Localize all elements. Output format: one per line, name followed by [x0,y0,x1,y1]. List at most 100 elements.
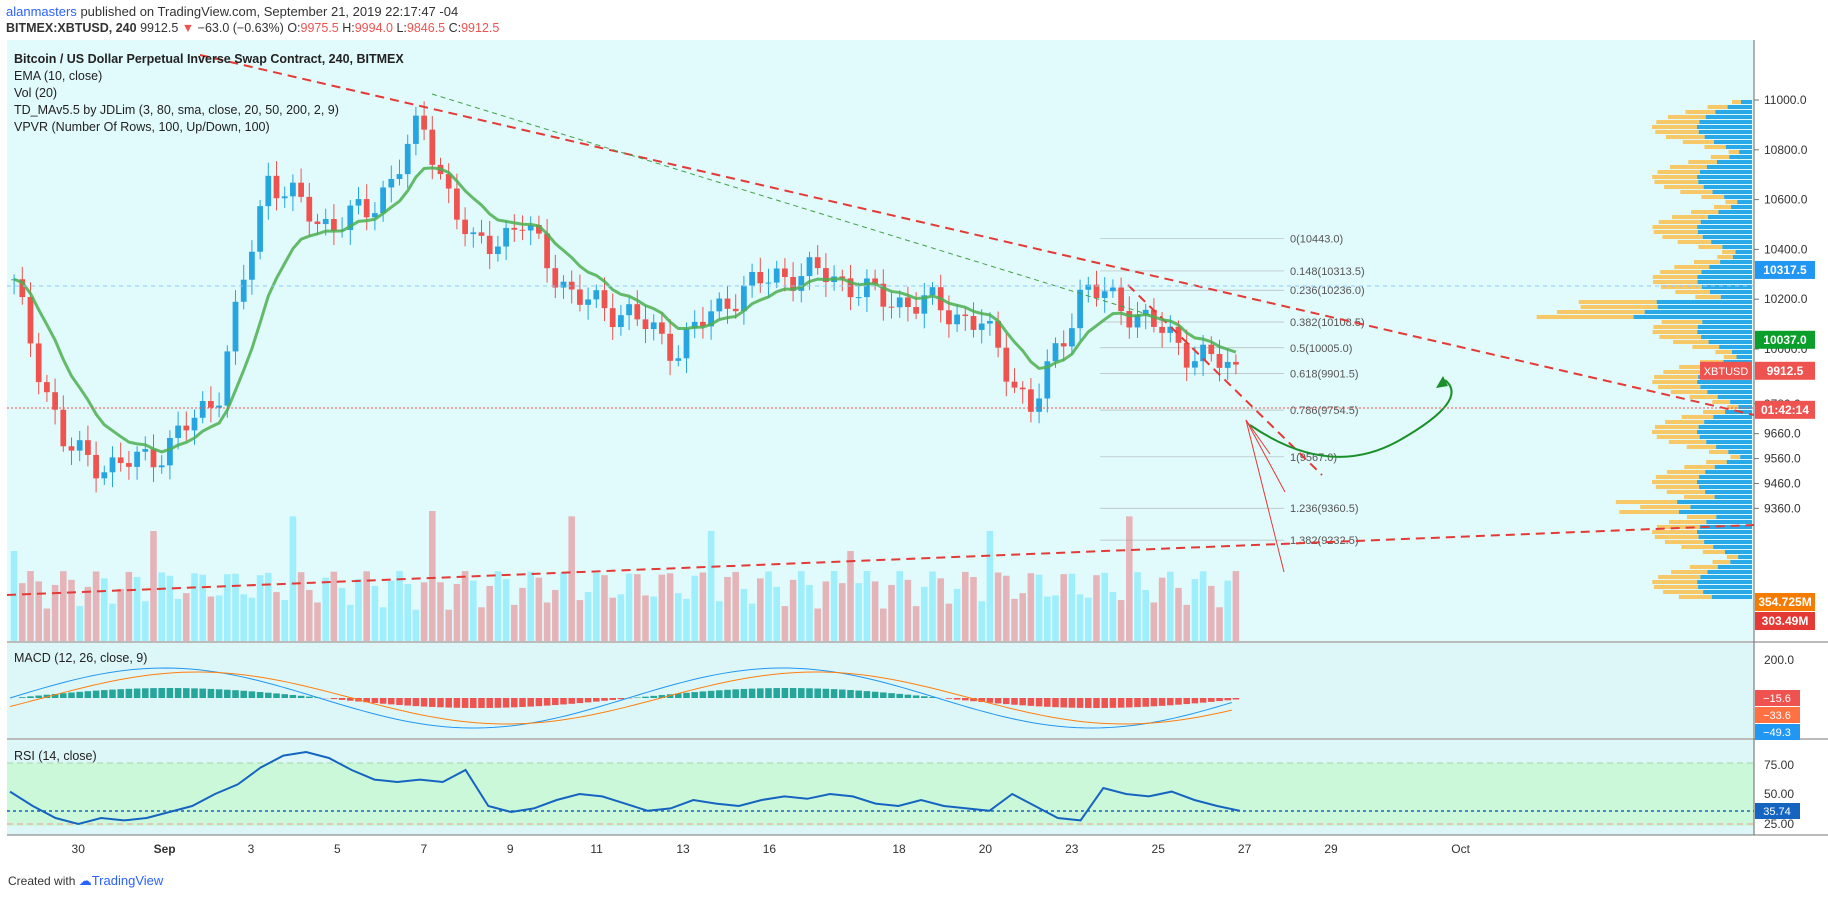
candle-body[interactable] [175,425,181,438]
candle-body[interactable] [626,304,632,316]
candle-body[interactable] [503,227,509,247]
candle-body[interactable] [880,283,887,307]
candle-body[interactable] [314,221,321,225]
candle-body[interactable] [388,178,395,188]
candle-body[interactable] [560,281,567,288]
candle-body[interactable] [519,229,526,231]
candle-body[interactable] [634,304,641,320]
candle-body[interactable] [1142,309,1149,315]
candle-body[interactable] [716,298,723,312]
candle-body[interactable] [470,232,477,235]
candle-body[interactable] [700,321,706,327]
candle-body[interactable] [536,224,542,234]
main-pane-bg[interactable] [7,40,1754,641]
candle-body[interactable] [1085,284,1092,290]
candle-body[interactable] [158,465,165,468]
candle-body[interactable] [691,321,698,329]
candle-body[interactable] [347,205,354,231]
tradingview-logo-icon[interactable]: ☁ [78,873,92,888]
candle-body[interactable] [593,290,600,300]
candle-body[interactable] [913,307,919,314]
candle-body[interactable] [208,401,214,408]
candle-body[interactable] [298,182,304,197]
candle-body[interactable] [19,279,26,298]
candle-body[interactable] [1093,284,1100,298]
candle-body[interactable] [281,196,288,199]
candle-body[interactable] [322,219,329,225]
candle-body[interactable] [445,174,452,189]
candle-body[interactable] [331,219,337,231]
candle-body[interactable] [511,227,518,230]
candle-body[interactable] [306,196,313,222]
candle-body[interactable] [380,187,386,214]
candle-body[interactable] [659,322,665,334]
candle-body[interactable] [404,143,411,175]
candle-body[interactable] [216,405,222,408]
candle-body[interactable] [1060,343,1067,347]
candle-body[interactable] [544,233,550,269]
candle-body[interactable] [585,299,591,305]
candle-body[interactable] [224,351,231,406]
candle-body[interactable] [462,219,468,235]
candle-body[interactable] [478,232,485,236]
candle-body[interactable] [396,174,403,179]
candle-body[interactable] [134,451,140,467]
candle-body[interactable] [552,268,559,288]
candle-body[interactable] [601,290,608,309]
candle-body[interactable] [1011,381,1018,388]
candle-body[interactable] [265,175,272,207]
candle-body[interactable] [257,206,263,252]
candle-body[interactable] [68,446,75,451]
candle-body[interactable] [650,322,657,330]
candle-body[interactable] [814,257,821,269]
candle-body[interactable] [872,278,878,284]
candle-body[interactable] [76,440,83,451]
candle-body[interactable] [757,271,764,284]
candle-body[interactable] [765,282,772,284]
candle-body[interactable] [773,268,780,283]
candle-body[interactable] [1167,326,1174,333]
candle-body[interactable] [1044,361,1051,399]
candle-body[interactable] [1200,344,1206,362]
candle-body[interactable] [421,115,427,130]
candle-body[interactable] [527,224,534,231]
candle-body[interactable] [741,285,747,312]
candle-body[interactable] [978,323,985,330]
candle-body[interactable] [495,246,501,255]
candle-body[interactable] [946,310,952,325]
candle-body[interactable] [1036,398,1042,412]
candle-body[interactable] [1126,311,1133,328]
candle-body[interactable] [60,409,67,447]
candle-body[interactable] [85,440,91,455]
candle-body[interactable] [847,278,854,298]
candle-body[interactable] [486,235,493,255]
tradingview-brand[interactable]: TradingView [91,873,164,888]
candle-body[interactable] [27,297,34,344]
candle-body[interactable] [1101,291,1108,298]
candle-body[interactable] [839,276,846,279]
candle-body[interactable] [126,463,132,467]
candle-body[interactable] [995,320,1001,348]
candle-body[interactable] [183,425,190,431]
candle-body[interactable] [199,401,206,418]
candle-body[interactable] [1208,344,1215,355]
candle-body[interactable] [35,343,42,383]
candle-body[interactable] [191,417,198,431]
candle-body[interactable] [1003,347,1010,382]
candle-body[interactable] [52,392,58,410]
candle-body[interactable] [1159,326,1165,333]
candle-body[interactable] [454,188,460,220]
author-link[interactable]: alanmasters [6,4,77,19]
candle-body[interactable] [1134,314,1141,328]
candle-body[interactable] [724,298,731,309]
candle-body[interactable] [109,457,116,473]
candle-body[interactable] [117,457,124,464]
candle-body[interactable] [1028,389,1034,412]
candle-body[interactable] [1077,289,1083,329]
candle-body[interactable] [363,199,370,218]
candle-body[interactable] [577,289,583,305]
candle-body[interactable] [240,279,247,302]
candle-body[interactable] [823,268,829,283]
price-axis[interactable]: 11000.010800.010600.010400.010200.010000… [1754,93,1808,831]
candle-body[interactable] [1110,287,1116,292]
